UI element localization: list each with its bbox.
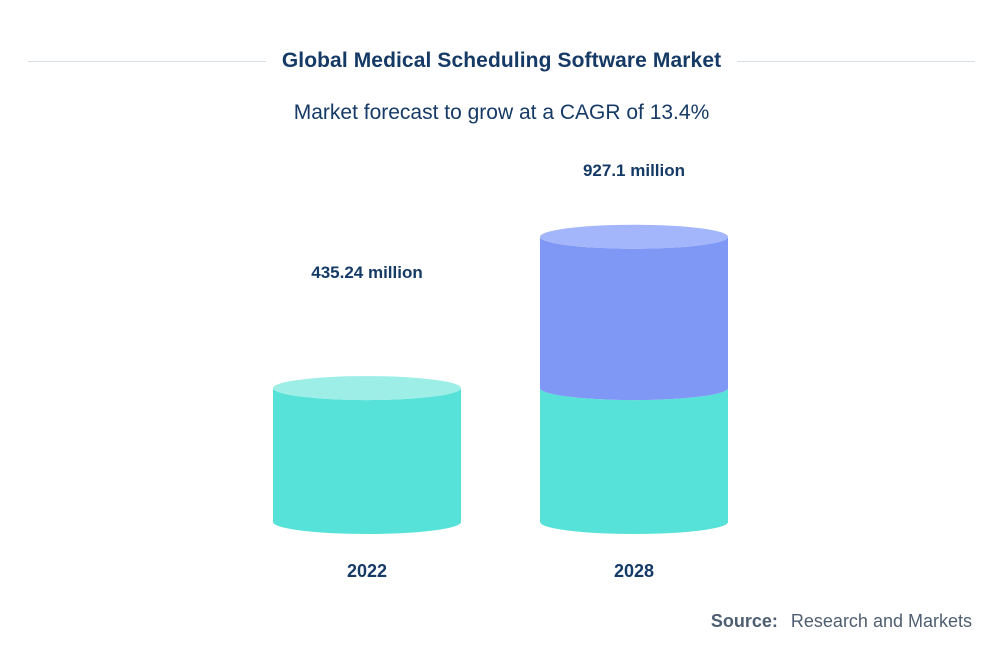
x-tick-2028: 2028 [614, 561, 654, 581]
chart-header: Global Medical Scheduling Software Marke… [28, 44, 976, 78]
source-text: Research and Markets [790, 611, 972, 631]
data-label-2028: 927.1 million [583, 161, 685, 180]
right-title-rule [737, 60, 976, 62]
bar-2022-body [273, 388, 461, 534]
chart-subtitle: Market forecast to grow at a CAGR of 13.… [293, 101, 710, 124]
source-label: Source: [710, 611, 778, 631]
bar-2028-top [540, 224, 728, 249]
bar-2028-base-segment [540, 388, 728, 534]
source-line: Source: Research and Markets [711, 611, 972, 632]
data-label-2022: 435.24 million [311, 263, 423, 282]
bar-2028-growth-segment [540, 236, 728, 401]
chart-title: Global Medical Scheduling Software Marke… [281, 49, 722, 72]
left-title-rule [28, 60, 266, 62]
x-tick-2022: 2022 [347, 561, 387, 581]
bar-2022-top [273, 376, 461, 401]
